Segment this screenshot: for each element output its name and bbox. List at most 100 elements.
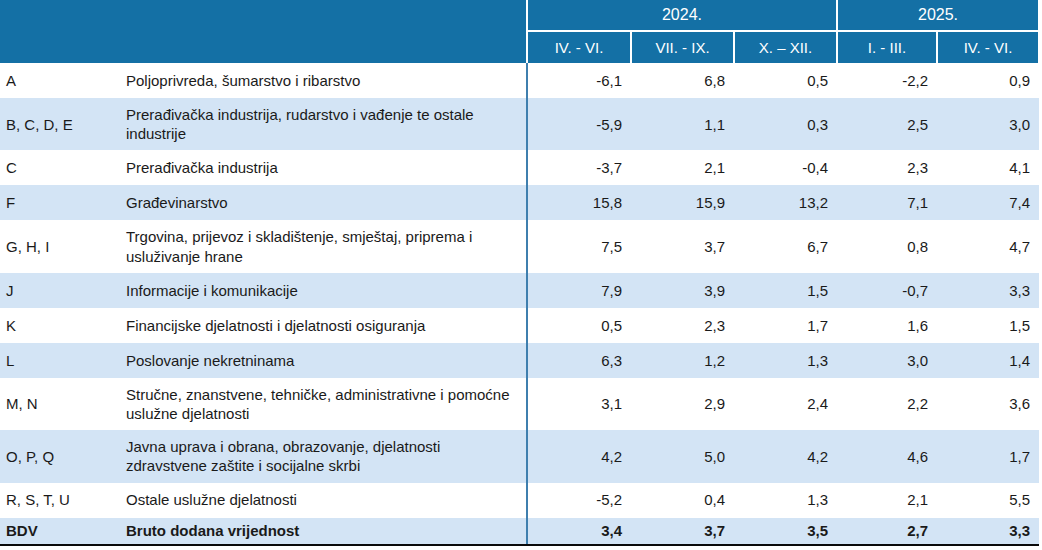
row-value: 5,0	[631, 430, 734, 482]
row-value: 6,7	[734, 220, 837, 272]
row-value: 0,5	[527, 308, 631, 343]
row-value: -5,9	[527, 98, 631, 150]
row-code: B, C, D, E	[0, 98, 125, 150]
row-value: 1,5	[937, 308, 1039, 343]
row-activity-name: Građevinarstvo	[125, 185, 527, 220]
gva-table-wrapper: 2024. 2025. IV. - VI. VII. - IX. X. – XI…	[0, 0, 1039, 546]
row-code: BDV	[0, 518, 125, 545]
header-corner-block	[0, 0, 527, 63]
table-body: APoljoprivreda, šumarstvo i ribarstvo-6,…	[0, 63, 1039, 545]
year-header-row: 2024. 2025.	[0, 0, 1039, 31]
table-row: KFinancijske djelatnosti i djelatnosti o…	[0, 308, 1039, 343]
row-value: 2,1	[631, 150, 734, 185]
row-value: 3,4	[527, 518, 631, 545]
row-value: 4,1	[937, 150, 1039, 185]
row-value: 1,4	[937, 343, 1039, 378]
row-value: 2,5	[837, 98, 937, 150]
row-code: M, N	[0, 378, 125, 430]
row-activity-name: Prerađivačka industrija, rudarstvo i vađ…	[125, 98, 527, 150]
table-row: LPoslovanje nekretninama6,31,21,33,01,4	[0, 343, 1039, 378]
row-value: 2,3	[837, 150, 937, 185]
row-value: 2,2	[837, 378, 937, 430]
row-value: -0,7	[837, 273, 937, 308]
row-value: 4,2	[527, 430, 631, 482]
table-row: FGrađevinarstvo15,815,913,27,17,4	[0, 185, 1039, 220]
row-code: O, P, Q	[0, 430, 125, 482]
row-value: 1,5	[734, 273, 837, 308]
row-code: R, S, T, U	[0, 483, 125, 518]
table-row: APoljoprivreda, šumarstvo i ribarstvo-6,…	[0, 63, 1039, 98]
row-value: 6,8	[631, 63, 734, 98]
row-value: 1,3	[734, 343, 837, 378]
row-value: 3,5	[734, 518, 837, 545]
row-value: 2,1	[837, 483, 937, 518]
table-row: M, NStručne, znanstvene, tehničke, admin…	[0, 378, 1039, 430]
table-row: O, P, QJavna uprava i obrana, obrazovanj…	[0, 430, 1039, 482]
row-value: 4,7	[937, 220, 1039, 272]
row-value: 15,8	[527, 185, 631, 220]
row-activity-name: Prerađivačka industrija	[125, 150, 527, 185]
row-value: 3,7	[631, 518, 734, 545]
row-value: 3,7	[631, 220, 734, 272]
row-value: 0,9	[937, 63, 1039, 98]
row-value: 0,8	[837, 220, 937, 272]
row-value: 3,3	[937, 518, 1039, 545]
row-value: 6,3	[527, 343, 631, 378]
row-value: 1,7	[937, 430, 1039, 482]
row-value: 13,2	[734, 185, 837, 220]
row-value: 0,4	[631, 483, 734, 518]
row-value: 2,3	[631, 308, 734, 343]
row-code: A	[0, 63, 125, 98]
row-value: 7,9	[527, 273, 631, 308]
gva-quarterly-table: 2024. 2025. IV. - VI. VII. - IX. X. – XI…	[0, 0, 1040, 546]
row-value: 0,3	[734, 98, 837, 150]
row-code: K	[0, 308, 125, 343]
year-header-2025: 2025.	[837, 0, 1039, 31]
row-value: 7,1	[837, 185, 937, 220]
row-value: 4,6	[837, 430, 937, 482]
row-value: 4,2	[734, 430, 837, 482]
row-value: 2,9	[631, 378, 734, 430]
table-row: G, H, ITrgovina, prijevoz i skladištenje…	[0, 220, 1039, 272]
row-value: 15,9	[631, 185, 734, 220]
row-value: -6,1	[527, 63, 631, 98]
row-value: 1,3	[734, 483, 837, 518]
quarter-header-3: X. – XII.	[734, 31, 837, 63]
row-activity-name: Bruto dodana vrijednost	[125, 518, 527, 545]
row-value: 0,5	[734, 63, 837, 98]
row-value: -2,2	[837, 63, 937, 98]
row-value: 1,6	[837, 308, 937, 343]
row-value: 3,3	[937, 273, 1039, 308]
total-row: BDVBruto dodana vrijednost3,43,73,52,73,…	[0, 518, 1039, 545]
row-value: 2,4	[734, 378, 837, 430]
row-value: 7,4	[937, 185, 1039, 220]
quarter-header-2: VII. - IX.	[631, 31, 734, 63]
row-activity-name: Trgovina, prijevoz i skladištenje, smješ…	[125, 220, 527, 272]
row-value: 3,1	[527, 378, 631, 430]
row-activity-name: Ostale uslužne djelatnosti	[125, 483, 527, 518]
row-value: 1,1	[631, 98, 734, 150]
row-value: 3,6	[937, 378, 1039, 430]
row-value: 5,5	[937, 483, 1039, 518]
row-value: 3,9	[631, 273, 734, 308]
row-value: 1,7	[734, 308, 837, 343]
row-code: G, H, I	[0, 220, 125, 272]
table-row: JInformacije i komunikacije7,93,91,5-0,7…	[0, 273, 1039, 308]
row-value: -3,7	[527, 150, 631, 185]
row-code: L	[0, 343, 125, 378]
row-activity-name: Stručne, znanstvene, tehničke, administr…	[125, 378, 527, 430]
row-activity-name: Poljoprivreda, šumarstvo i ribarstvo	[125, 63, 527, 98]
row-activity-name: Javna uprava i obrana, obrazovanje, djel…	[125, 430, 527, 482]
table-row: CPrerađivačka industrija-3,72,1-0,42,34,…	[0, 150, 1039, 185]
quarter-header-4: I. - III.	[837, 31, 937, 63]
row-value: -0,4	[734, 150, 837, 185]
row-activity-name: Poslovanje nekretninama	[125, 343, 527, 378]
row-code: J	[0, 273, 125, 308]
table-row: B, C, D, EPrerađivačka industrija, rudar…	[0, 98, 1039, 150]
row-value: 2,7	[837, 518, 937, 545]
row-value: 7,5	[527, 220, 631, 272]
row-code: C	[0, 150, 125, 185]
table-row: R, S, T, UOstale uslužne djelatnosti-5,2…	[0, 483, 1039, 518]
row-value: 3,0	[937, 98, 1039, 150]
table-header: 2024. 2025. IV. - VI. VII. - IX. X. – XI…	[0, 0, 1039, 63]
